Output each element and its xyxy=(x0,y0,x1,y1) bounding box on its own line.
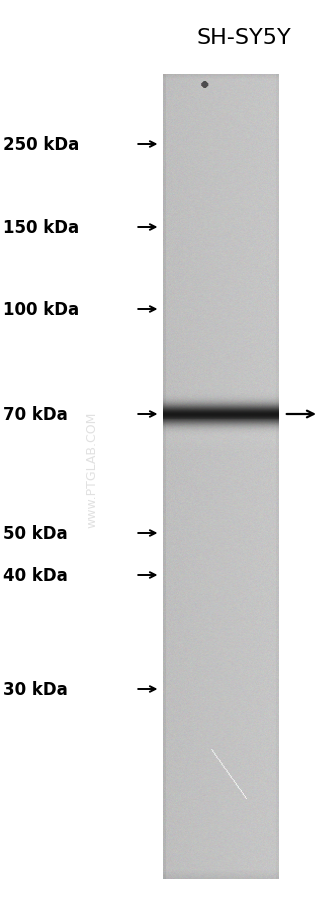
Text: 50 kDa: 50 kDa xyxy=(3,524,68,542)
Text: SH-SY5Y: SH-SY5Y xyxy=(197,28,292,48)
Text: 100 kDa: 100 kDa xyxy=(3,300,80,318)
Text: 70 kDa: 70 kDa xyxy=(3,406,68,424)
Text: 150 kDa: 150 kDa xyxy=(3,219,80,236)
Text: 30 kDa: 30 kDa xyxy=(3,680,68,698)
Text: 250 kDa: 250 kDa xyxy=(3,136,80,154)
Text: 40 kDa: 40 kDa xyxy=(3,566,68,584)
Text: www.PTGLAB.COM: www.PTGLAB.COM xyxy=(86,411,99,527)
